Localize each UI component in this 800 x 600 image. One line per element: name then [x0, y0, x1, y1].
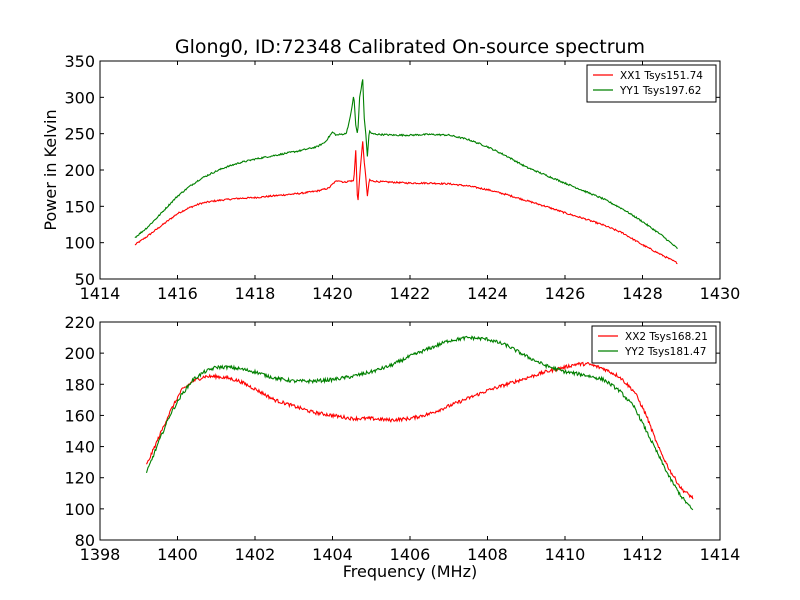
x-axis-title: Frequency (MHz): [343, 562, 477, 581]
chart-panel-2: 1398 1400 1402 1404 1406 1408 1410 1412 1414 80 10…: [64, 313, 740, 581]
legend-box: [591, 325, 717, 364]
legend-label: YY1 Tsys197.62: [619, 85, 701, 97]
series-line-yy1: [134, 79, 678, 250]
y-tick-label: 50: [75, 270, 95, 289]
series-line-xx1: [134, 141, 678, 265]
figure-title: Glong0, ID:72348 Calibrated On-source sp…: [175, 36, 645, 58]
x-tick-label: 1408: [467, 545, 508, 564]
x-tick-label: 1414: [80, 284, 121, 303]
chart-panel-1: 1414 1416 1418 1420 1422 1424 1426 1428 1430 50 10…: [41, 52, 740, 303]
legend-label: XX2 Tsys168.21: [625, 331, 708, 343]
legend: XX2 Tsys168.21 YY2 Tsys181.47: [591, 325, 717, 364]
legend-label: XX1 Tsys151.74: [620, 70, 703, 82]
y-tick-label: 350: [64, 52, 95, 71]
x-tick-label: 1428: [622, 284, 663, 303]
series-line-yy2: [145, 335, 694, 511]
x-tick-label: 1420: [312, 284, 353, 303]
x-tick-label: 1398: [80, 545, 121, 564]
x-tick-label: 1416: [157, 284, 198, 303]
x-tick-label: 1422: [390, 284, 431, 303]
y-tick-label: 120: [64, 469, 95, 488]
y-tick-label: 150: [64, 197, 95, 216]
x-tick-label: 1406: [390, 545, 431, 564]
y-tick-label: 140: [64, 438, 95, 457]
y-tick-label: 220: [64, 313, 95, 332]
legend: XX1 Tsys151.74 YY1 Tsys197.62: [586, 64, 717, 103]
y-tick-label: 200: [64, 161, 95, 180]
y-tick-label: 80: [75, 531, 95, 550]
y-tick-label: 100: [64, 500, 95, 519]
y-tick-label: 300: [64, 88, 95, 107]
x-tick-label: 1402: [235, 545, 276, 564]
x-tick-label: 1426: [545, 284, 586, 303]
x-tick-label: 1410: [545, 545, 586, 564]
y-tick-label: 250: [64, 125, 95, 144]
y-tick-label: 180: [64, 375, 95, 394]
x-tick-label: 1414: [700, 545, 741, 564]
x-tick-label: 1418: [235, 284, 276, 303]
x-tick-label: 1400: [157, 545, 198, 564]
y-axis-title: Power in Kelvin: [41, 109, 60, 230]
x-tick-label: 1430: [700, 284, 741, 303]
legend-label: YY2 Tsys181.47: [624, 346, 706, 358]
y-tick-label: 100: [64, 234, 95, 253]
series-line-xx2: [146, 361, 694, 500]
legend-box: [586, 64, 717, 103]
x-tick-label: 1424: [467, 284, 508, 303]
y-tick-label: 200: [64, 344, 95, 363]
x-tick-label: 1412: [622, 545, 663, 564]
y-tick-label: 160: [64, 406, 95, 425]
x-tick-label: 1404: [312, 545, 353, 564]
